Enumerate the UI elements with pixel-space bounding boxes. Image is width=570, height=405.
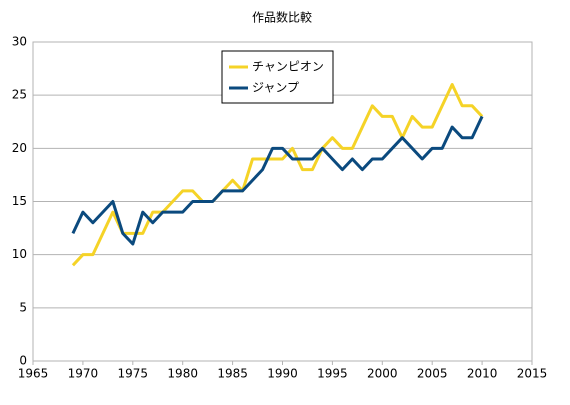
plot-frame bbox=[32, 41, 533, 362]
y-tick-label: 20 bbox=[12, 141, 27, 155]
x-tick-label: 1995 bbox=[317, 367, 348, 381]
series-line bbox=[71, 83, 484, 267]
x-tick-label: 2010 bbox=[467, 367, 498, 381]
y-tick-label: 30 bbox=[12, 35, 27, 49]
x-tick-label: 2000 bbox=[367, 367, 398, 381]
legend-label: チャンピオン bbox=[252, 60, 324, 74]
x-tick-label: 2015 bbox=[517, 367, 548, 381]
series-line bbox=[71, 115, 484, 246]
x-tick-label: 1975 bbox=[118, 367, 149, 381]
y-tick-label: 10 bbox=[12, 247, 27, 261]
x-tick-label: 1985 bbox=[217, 367, 248, 381]
legend-box bbox=[221, 50, 334, 104]
y-tick-label: 0 bbox=[19, 354, 27, 368]
y-tick-label: 15 bbox=[12, 194, 27, 208]
x-tick-label: 1980 bbox=[167, 367, 198, 381]
chart-title: 作品数比較 bbox=[252, 10, 312, 25]
x-tick-label: 2005 bbox=[417, 367, 448, 381]
x-tick-label: 1990 bbox=[267, 367, 298, 381]
y-tick-label: 25 bbox=[12, 88, 27, 102]
y-tick-label: 5 bbox=[19, 300, 27, 314]
x-tick-label: 1965 bbox=[18, 367, 49, 381]
x-tick-label: 1970 bbox=[68, 367, 99, 381]
legend-label: ジャンプ bbox=[252, 81, 299, 95]
